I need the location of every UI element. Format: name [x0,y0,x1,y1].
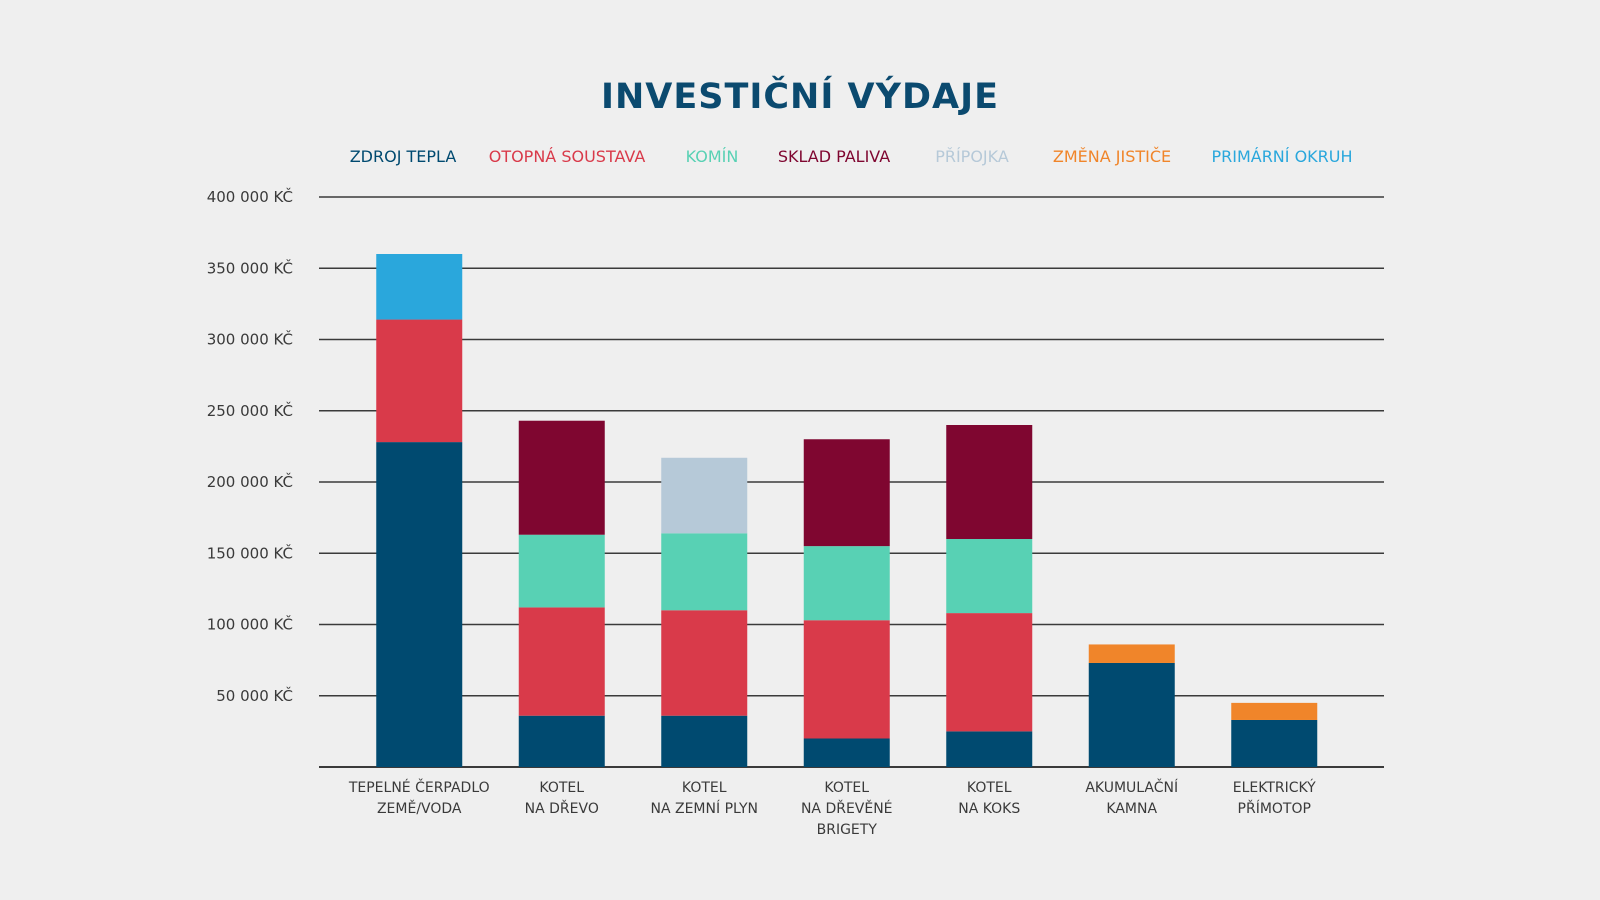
x-axis: TEPELNÉ ČERPADLO ZEMĚ/VODA KOTEL NA DŘEVO KO… [348,778,1316,838]
chart-title: INVESTIČNÍ VÝDAJE [601,74,999,117]
bar-segment-komin [661,533,748,611]
bar-segment-sklad-paliva [946,425,1033,539]
bar-segment-otopna-soustava [376,319,463,443]
legend-item-sklad-paliva: SKLAD PALIVA [778,147,890,166]
y-tick-label: 350 000 KČ [207,258,293,277]
bar-segment-zdroj-tepla [376,442,463,767]
bar-segment-komin [803,546,890,621]
y-tick-label: 50 000 KČ [216,686,293,705]
y-tick-label: 250 000 KČ [207,401,293,420]
legend-item-komin: KOMÍN [686,147,739,166]
bar-segment-komin [946,539,1033,614]
bar-segment-sklad-paliva [803,439,890,547]
x-tick-label: KOTEL NA DŘEVO [525,780,599,817]
legend-item-zmena-jistice: ZMĚNA JISTIČE [1053,147,1171,166]
legend: ZDROJ TEPLA OTOPNÁ SOUSTAVA KOMÍN SKLAD PAL… [350,147,1353,166]
legend-item-primarni-okruh: PRIMÁRNÍ OKRUH [1211,147,1352,166]
bar-segment-otopna-soustava [946,613,1033,732]
bar-segment-otopna-soustava [803,620,890,739]
bar-segment-sklad-paliva [518,420,605,535]
bar-segment-komin [518,534,605,608]
bar-segment-pripojka [661,457,748,534]
y-tick-label: 200 000 KČ [207,472,293,491]
bar-segment-zdroj-tepla [1088,662,1175,767]
bar-segment-zdroj-tepla [946,731,1033,767]
y-tick-label: 100 000 KČ [207,615,293,634]
x-tick-label: KOTEL NA KOKS [958,780,1020,817]
x-tick-label: KOTEL NA ZEMNÍ PLYN [651,780,758,817]
bar-segment-primarni-okruh [376,254,463,320]
bar-segment-zdroj-tepla [661,715,748,767]
bars [376,254,1318,767]
legend-item-zdroj-tepla: ZDROJ TEPLA [350,147,457,166]
bar-segment-otopna-soustava [518,607,605,716]
bar-segment-zdroj-tepla [803,738,890,767]
x-tick-label: TEPELNÉ ČERPADLO ZEMĚ/VODA [348,778,490,817]
bar-segment-zdroj-tepla [1231,719,1318,767]
y-tick-label: 150 000 KČ [207,543,293,562]
legend-item-pripojka: PŘÍPOJKA [935,147,1009,166]
x-tick-label: KOTEL NA DŘEVĚNÉ BRIGETY [801,780,893,838]
y-axis: 50 000 KČ 100 000 KČ 150 000 KČ 200 000 KČ 2… [207,187,293,705]
y-tick-label: 400 000 KČ [207,187,293,206]
bar-segment-zmena-jistice [1231,702,1318,720]
bar-segment-zmena-jistice [1088,644,1175,663]
bar-segment-zdroj-tepla [518,715,605,767]
y-tick-label: 300 000 KČ [207,330,293,349]
bar-segment-otopna-soustava [661,610,748,716]
x-tick-label: ELEKTRICKÝ PŘÍMOTOP [1233,779,1316,817]
legend-item-otopna-soustava: OTOPNÁ SOUSTAVA [489,147,646,166]
x-tick-label: AKUMULAČNÍ KAMNA [1085,778,1178,817]
